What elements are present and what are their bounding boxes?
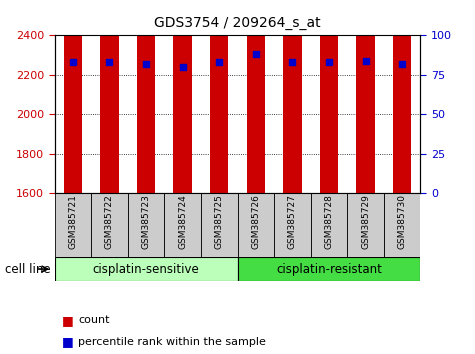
Point bbox=[289, 59, 296, 65]
Text: cisplatin-resistant: cisplatin-resistant bbox=[276, 263, 382, 275]
Bar bbox=[238, 193, 274, 257]
Point bbox=[398, 61, 406, 67]
Bar bbox=[347, 193, 384, 257]
Bar bbox=[164, 193, 201, 257]
Text: GSM385730: GSM385730 bbox=[398, 194, 407, 249]
Point bbox=[105, 59, 113, 65]
Point bbox=[179, 64, 186, 70]
Bar bbox=[283, 0, 302, 193]
Bar bbox=[100, 0, 119, 193]
Bar bbox=[201, 193, 238, 257]
Text: GSM385722: GSM385722 bbox=[105, 194, 114, 249]
Point bbox=[252, 51, 259, 57]
Bar bbox=[247, 0, 265, 193]
Point bbox=[216, 59, 223, 65]
Bar bbox=[128, 193, 164, 257]
Point bbox=[362, 58, 370, 63]
Bar bbox=[384, 193, 420, 257]
Bar bbox=[55, 193, 91, 257]
Text: GSM385725: GSM385725 bbox=[215, 194, 224, 249]
Text: GSM385727: GSM385727 bbox=[288, 194, 297, 249]
Text: cell line: cell line bbox=[5, 263, 50, 275]
Bar bbox=[356, 0, 375, 193]
Text: count: count bbox=[78, 315, 110, 325]
Text: GSM385723: GSM385723 bbox=[142, 194, 151, 249]
Text: GSM385724: GSM385724 bbox=[178, 194, 187, 249]
Bar bbox=[320, 0, 338, 193]
Text: cisplatin-sensitive: cisplatin-sensitive bbox=[93, 263, 200, 275]
Bar bbox=[238, 257, 420, 281]
Bar bbox=[173, 0, 192, 193]
Bar bbox=[55, 257, 238, 281]
Text: GSM385729: GSM385729 bbox=[361, 194, 370, 249]
Title: GDS3754 / 209264_s_at: GDS3754 / 209264_s_at bbox=[154, 16, 321, 30]
Text: GSM385728: GSM385728 bbox=[324, 194, 333, 249]
Bar bbox=[210, 0, 228, 193]
Text: GSM385726: GSM385726 bbox=[251, 194, 260, 249]
Text: GSM385721: GSM385721 bbox=[68, 194, 77, 249]
Text: percentile rank within the sample: percentile rank within the sample bbox=[78, 337, 266, 347]
Bar bbox=[91, 193, 128, 257]
Bar bbox=[64, 0, 82, 193]
Bar bbox=[311, 193, 347, 257]
Point bbox=[325, 59, 332, 65]
Bar bbox=[393, 0, 411, 193]
Point bbox=[142, 61, 150, 67]
Bar bbox=[274, 193, 311, 257]
Point bbox=[69, 59, 77, 65]
Text: ■: ■ bbox=[62, 335, 74, 348]
Bar bbox=[137, 0, 155, 193]
Text: ■: ■ bbox=[62, 314, 74, 327]
